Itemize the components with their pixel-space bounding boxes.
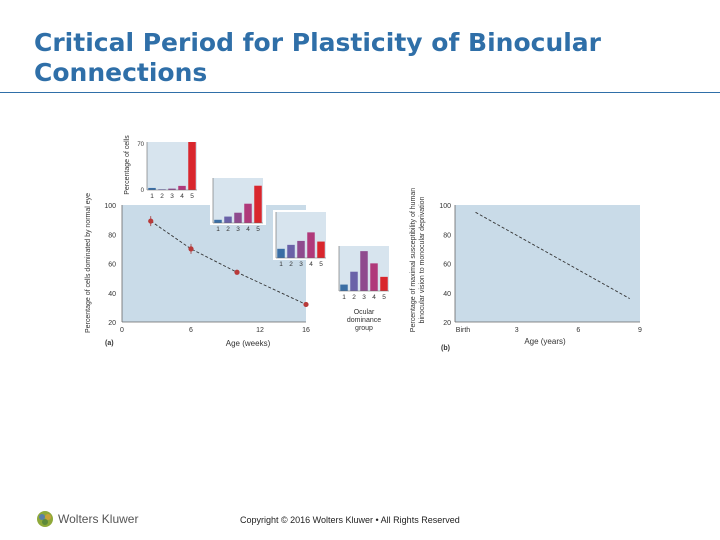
panel-a-data-point — [188, 246, 194, 252]
panel-a-data-point — [148, 218, 154, 224]
panel-b-ytick-label: 20 — [443, 320, 451, 327]
inset-category-label: 5 — [190, 193, 194, 200]
panel-b-ylabel: Percentage of maximal susceptibility of … — [410, 188, 426, 332]
panel-b-ytick-label: 40 — [443, 291, 451, 298]
slide-title: Critical Period for Plasticity of Binocu… — [34, 28, 602, 87]
inset-category-label: 4 — [180, 193, 184, 200]
inset-category-label: 4 — [372, 294, 376, 301]
inset-bar — [148, 187, 156, 190]
panel-b-series-line — [475, 211, 630, 299]
inset-bar — [317, 241, 325, 258]
inset-category-label: 4 — [246, 226, 250, 233]
inset-bar — [370, 263, 378, 291]
inset-bar — [178, 185, 186, 190]
panel-a-ylabel: Percentage of cells dominated by normal … — [85, 193, 92, 333]
inset-category-label: 1 — [279, 261, 283, 268]
title-rule — [0, 92, 720, 93]
inset-category-label: 2 — [352, 294, 356, 301]
inset-category-label: 3 — [236, 226, 240, 233]
panel-b-ytick-label: 60 — [443, 262, 451, 269]
inset-category-label: 3 — [299, 261, 303, 268]
inset-bar — [277, 248, 285, 258]
panel-a-ytick-label: 20 — [108, 320, 116, 327]
panel-a-data-point — [303, 301, 309, 308]
panel-b-plot-area — [455, 205, 640, 322]
inset-bar — [350, 271, 358, 291]
copyright-notice: Copyright © 2016 Wolters Kluwer • All Ri… — [240, 515, 460, 525]
inset-bar — [158, 189, 166, 190]
panel-a-label: (a) — [105, 340, 114, 347]
inset-ytick-label: 0 — [141, 188, 145, 194]
publisher-logo: Wolters Kluwer — [36, 510, 138, 528]
inset-category-label: 5 — [319, 261, 323, 268]
panel-a-data-point — [234, 269, 240, 275]
panel-a-xtick-label: 0 — [120, 327, 124, 334]
inset-bar — [360, 251, 368, 291]
panel-b-xtick-label: 3 — [515, 327, 519, 334]
inset-category-label: 1 — [342, 294, 346, 301]
inset-category-label: 2 — [226, 226, 230, 233]
panel-b-ytick-label: 80 — [443, 232, 451, 239]
inset-bar — [307, 232, 315, 258]
inset-ylabel: Percentage of cells — [124, 135, 131, 195]
panel-b-xlabel: Age (years) — [524, 337, 566, 346]
inset-category-label: 2 — [160, 193, 164, 200]
inset-xlabel: Ocular dominance group — [347, 309, 381, 332]
inset-bar — [340, 284, 348, 291]
panel-b-xtick-label: Birth — [456, 327, 471, 334]
inset-ytick-label: 70 — [137, 142, 144, 148]
panel-b-xtick-label: 6 — [576, 327, 580, 334]
panel-a-ytick-label: 80 — [108, 232, 116, 239]
inset-bar — [188, 142, 196, 190]
inset-bar — [287, 244, 295, 258]
panel-a-ytick-label: 60 — [108, 262, 116, 269]
publisher-name: Wolters Kluwer — [58, 512, 139, 526]
inset-category-label: 1 — [216, 226, 220, 233]
panel-b-ytick-label: 100 — [439, 203, 451, 210]
inset-category-label: 1 — [150, 193, 154, 200]
inset-category-label: 3 — [170, 193, 174, 200]
panel-a-xlabel: Age (weeks) — [226, 339, 271, 348]
inset-category-label: 5 — [256, 226, 260, 233]
panel-b-label: (b) — [441, 345, 450, 352]
inset-category-label: 4 — [309, 261, 313, 268]
panel-a-xtick-label: 6 — [189, 327, 193, 334]
inset-bar — [254, 185, 262, 223]
inset-bar — [214, 219, 222, 223]
inset-bar — [234, 212, 242, 223]
panel-b-xtick-label: 9 — [638, 327, 642, 334]
inset-category-label: 3 — [362, 294, 366, 301]
panel-a-ytick-label: 100 — [104, 203, 116, 210]
inset-bar — [380, 276, 388, 291]
inset-bar — [297, 240, 305, 258]
panel-a-xtick-label: 16 — [302, 327, 310, 334]
panel-a-ytick-label: 40 — [108, 291, 116, 298]
inset-bar — [168, 188, 176, 190]
inset-category-label: 5 — [382, 294, 386, 301]
inset-category-label: 2 — [289, 261, 293, 268]
inset-bar — [244, 203, 252, 223]
wolters-kluwer-logo-icon — [37, 511, 53, 527]
panel-a-xtick-label: 12 — [256, 327, 264, 334]
inset-bar — [224, 216, 232, 223]
